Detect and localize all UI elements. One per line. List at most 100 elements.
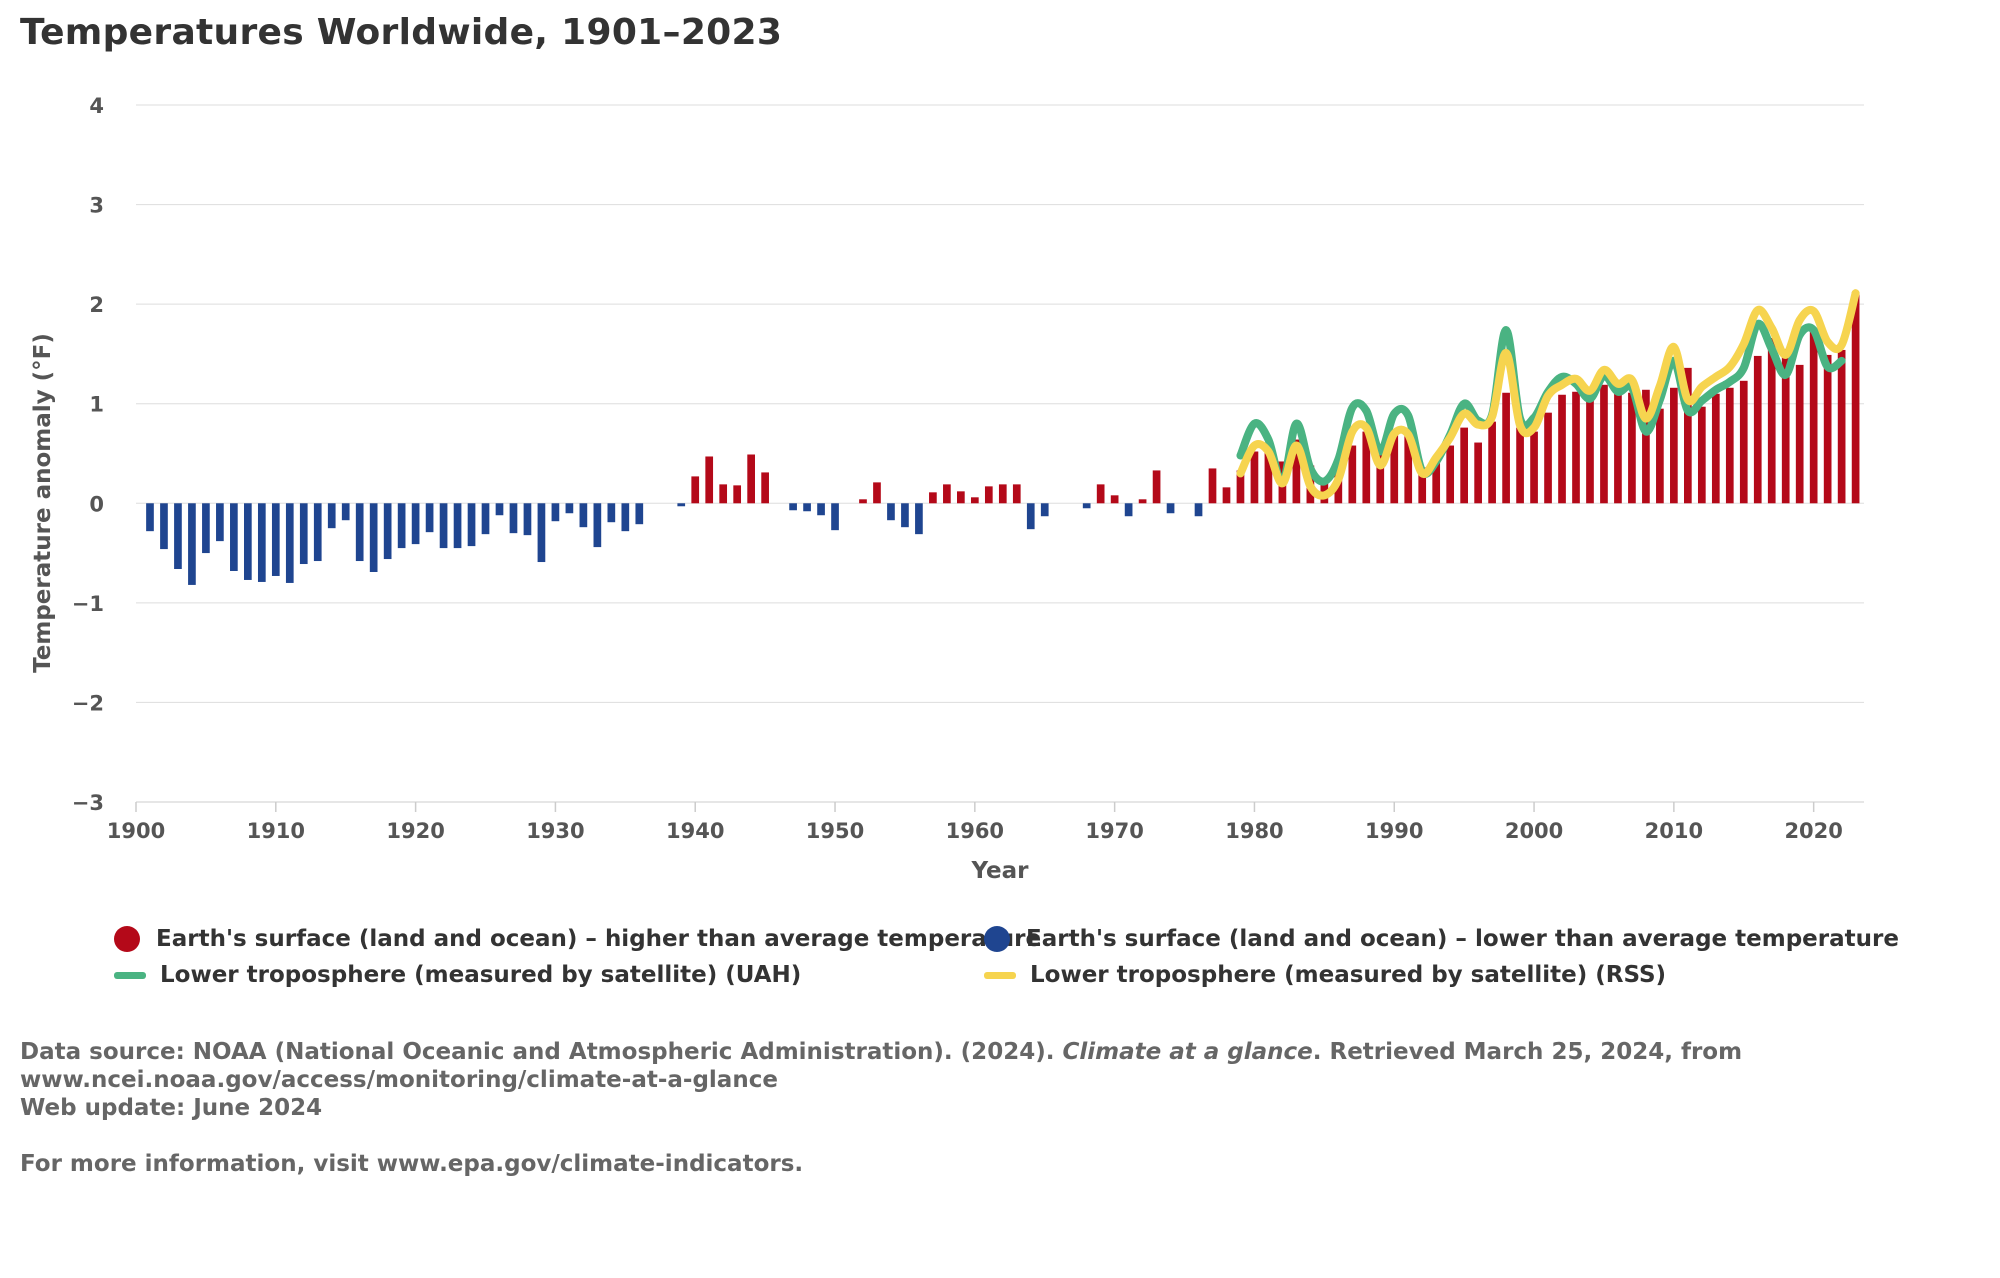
more-info-line: For more information, visit www.epa.gov/… [20, 1151, 804, 1177]
x-tick-label: 1910 [247, 819, 305, 843]
bar-below-average [593, 503, 602, 548]
bar-above-average [1096, 484, 1105, 504]
bar-above-average [873, 482, 881, 504]
x-tick-label: 1990 [1365, 819, 1423, 843]
source-notes: Data source: NOAA (National Oceanic and … [20, 1038, 1742, 1178]
x-axis-label: Year [970, 858, 1029, 884]
bar-above-average [1250, 451, 1259, 504]
y-tick-label: −1 [72, 592, 104, 616]
bar-above-average [1572, 391, 1580, 504]
bar-above-average [1837, 349, 1846, 504]
x-tick-label: 1900 [107, 819, 165, 843]
bar-above-average [1642, 389, 1650, 504]
legend-item-above[interactable]: Earth's surface (land and ocean) – highe… [114, 926, 1041, 952]
bar-above-average [1823, 354, 1832, 504]
bar-below-average [1026, 503, 1035, 530]
bar-below-average [425, 503, 434, 533]
bar-above-average [1222, 487, 1231, 504]
bar-above-average [1544, 412, 1552, 504]
y-tick-label: −3 [72, 791, 104, 815]
bar-above-average [1586, 398, 1594, 504]
bar-below-average [383, 503, 392, 560]
bar-above-average [1697, 406, 1706, 504]
x-tick-label: 1940 [666, 819, 724, 843]
bar-above-average [1795, 364, 1804, 504]
x-tick-label: 1970 [1085, 819, 1143, 843]
legend-item-below[interactable]: Earth's surface (land and ocean) – lower… [984, 926, 1899, 952]
bar-below-average [146, 503, 154, 532]
y-tick-label: 3 [89, 194, 104, 218]
bar-above-average [1292, 439, 1301, 504]
x-tick-label: 2000 [1505, 819, 1563, 843]
bar-above-average [1502, 392, 1510, 504]
bar-above-average [733, 485, 742, 504]
bar-below-average [551, 503, 560, 522]
legend-item-rss[interactable]: Lower troposphere (measured by satellite… [984, 962, 1666, 988]
bar-above-average [1138, 499, 1147, 504]
y-axis-label: Temperature anomaly (°F) [30, 333, 56, 673]
bar-below-average [453, 503, 462, 549]
bar-below-average [439, 503, 448, 549]
bar-above-average [984, 486, 993, 504]
bar-above-average [1110, 495, 1119, 504]
legend-label-above: Earth's surface (land and ocean) – highe… [156, 926, 1042, 952]
bar-below-average [313, 503, 322, 562]
bar-above-average [1809, 331, 1818, 504]
bar-above-average [1208, 468, 1217, 504]
bar-above-average [1460, 427, 1468, 504]
bar-above-average [761, 472, 769, 504]
bar-above-average [1362, 431, 1371, 504]
bar-below-average [397, 503, 406, 549]
bar-above-average [691, 476, 700, 504]
bar-above-average [1781, 348, 1790, 504]
bar-above-average [747, 454, 755, 504]
y-axis-tick-labels: −3 −2 −1 0 1 2 3 4 [72, 94, 104, 815]
bar-below-average [1194, 503, 1203, 517]
bar-below-average [369, 503, 378, 572]
x-tick-label: 1950 [806, 819, 864, 843]
yellow-line-icon [984, 971, 1016, 979]
bar-below-average [887, 503, 895, 521]
bar-above-average [1600, 384, 1608, 504]
bar-below-average [565, 503, 574, 514]
bar-below-average [635, 503, 644, 525]
bar-below-average [803, 503, 811, 512]
y-tick-label: 2 [89, 293, 104, 317]
bar-below-average [1040, 503, 1049, 517]
bar-below-average [1166, 503, 1175, 514]
source-title: Climate at a glance [1062, 1039, 1313, 1065]
bar-above-average [1628, 392, 1636, 504]
bar-below-average [817, 503, 825, 516]
bar-below-average [1082, 503, 1091, 509]
bar-below-average [327, 503, 336, 529]
x-tick-label: 1960 [946, 819, 1004, 843]
bar-above-average [1753, 355, 1762, 504]
bar-below-average [579, 503, 588, 528]
grid-lines [136, 104, 1864, 803]
legend-label-rss: Lower troposphere (measured by satellite… [1030, 962, 1667, 988]
bar-below-average [355, 503, 364, 562]
bar-below-average [271, 503, 280, 576]
legend-item-uah[interactable]: Lower troposphere (measured by satellite… [114, 962, 801, 988]
bar-above-average [1767, 337, 1776, 504]
bar-below-average [216, 503, 224, 542]
bar-below-average [188, 503, 196, 585]
green-line-icon [114, 971, 146, 979]
bar-above-average [1725, 387, 1734, 504]
bar-below-average [257, 503, 266, 582]
web-update: Web update: June 2024 [20, 1095, 323, 1121]
y-tick-label: 1 [89, 393, 104, 417]
bar-above-average [1376, 452, 1385, 504]
bar-above-average [1711, 393, 1720, 504]
satellite-lines [1236, 289, 1860, 500]
bar-below-average [789, 503, 797, 511]
bar-below-average [411, 503, 420, 545]
surface-bars [146, 292, 1860, 585]
chart-title: Temperatures Worldwide, 1901–2023 [20, 12, 783, 53]
bar-above-average [1474, 442, 1482, 504]
bar-above-average [943, 484, 951, 504]
bar-below-average [244, 503, 252, 580]
bar-above-average [1684, 367, 1692, 504]
bar-below-average [523, 503, 532, 536]
bar-above-average [1334, 473, 1343, 504]
